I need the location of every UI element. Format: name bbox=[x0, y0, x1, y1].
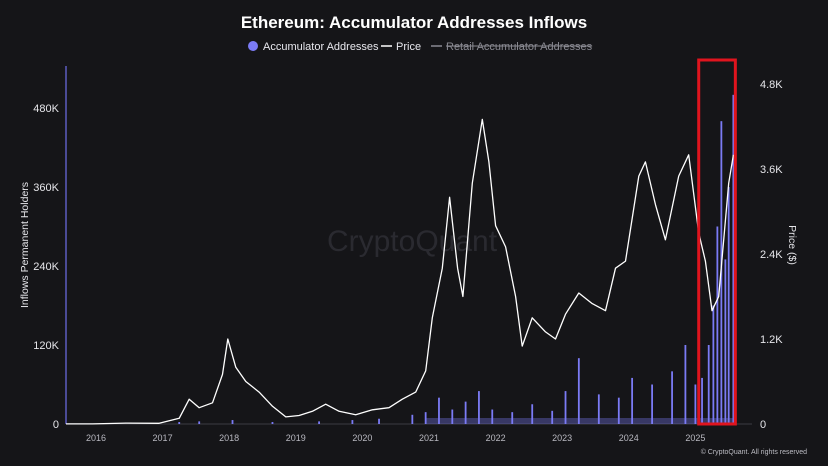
x-tick-label: 2025 bbox=[685, 433, 705, 443]
y-left-tick-label: 480K bbox=[33, 103, 59, 115]
x-tick-label: 2023 bbox=[552, 433, 572, 443]
accumulator-bar bbox=[464, 401, 467, 424]
legend-item[interactable]: Accumulator Addresses bbox=[248, 41, 379, 53]
accumulator-bars bbox=[178, 94, 736, 425]
accumulator-bar bbox=[378, 418, 380, 424]
accumulator-bar bbox=[671, 371, 673, 424]
accumulator-bar bbox=[531, 404, 534, 424]
y-left-tick-label: 120K bbox=[33, 340, 59, 352]
legend-item[interactable]: Price bbox=[381, 41, 421, 53]
y-left-axis-title: Inflows Permanent Holders bbox=[19, 182, 31, 308]
accumulator-bar bbox=[694, 384, 697, 424]
y-left-tick-label: 360K bbox=[33, 182, 59, 194]
legend-item[interactable]: Retail Accumulator Addresses bbox=[431, 41, 593, 53]
x-tick-label: 2020 bbox=[352, 433, 372, 443]
y-right-tick-label: 1.2K bbox=[760, 334, 783, 346]
bar-baseline-fill bbox=[425, 418, 736, 424]
accumulator-bar bbox=[318, 421, 320, 424]
accumulator-bar bbox=[511, 412, 514, 424]
accumulator-bar bbox=[478, 391, 480, 424]
accumulator-bar bbox=[712, 305, 715, 424]
accumulator-bar bbox=[724, 259, 727, 424]
accumulator-bar bbox=[651, 384, 653, 424]
accumulator-bar bbox=[178, 422, 181, 424]
accumulator-bar bbox=[617, 397, 620, 424]
accumulator-bar bbox=[451, 409, 454, 424]
x-tick-label: 2024 bbox=[619, 433, 639, 443]
accumulator-bar bbox=[411, 414, 414, 424]
chart-title: Ethereum: Accumulator Addresses Inflows bbox=[241, 13, 587, 32]
legend-label: Price bbox=[396, 41, 421, 53]
accumulator-bar bbox=[271, 422, 274, 424]
price-line bbox=[66, 118, 735, 425]
x-tick-label: 2018 bbox=[219, 433, 239, 443]
accumulator-bar bbox=[597, 394, 600, 424]
x-tick-label: 2019 bbox=[286, 433, 306, 443]
price-series bbox=[66, 118, 735, 425]
watermark: CryptoQuant bbox=[327, 225, 498, 258]
x-ticks: 2016 2017 2018 2019 2020 2021 2022 2023 2024 2025 bbox=[86, 433, 705, 443]
accumulator-bar bbox=[231, 420, 234, 424]
accumulator-bar bbox=[684, 345, 687, 424]
y-right-tick-label: 0 bbox=[760, 419, 766, 431]
accumulator-bar bbox=[351, 420, 354, 424]
x-tick-label: 2021 bbox=[419, 433, 439, 443]
y-right-axis-title: Price ($) bbox=[786, 225, 798, 265]
y-right-tick-label: 2.4K bbox=[760, 249, 783, 261]
x-tick-label: 2022 bbox=[486, 433, 506, 443]
x-tick-label: 2017 bbox=[153, 433, 173, 443]
accumulator-bar bbox=[491, 409, 494, 424]
legend-label: Accumulator Addresses bbox=[263, 41, 379, 53]
accumulator-bar bbox=[577, 358, 580, 424]
y-right-ticks: 0 1.2K 2.4K 3.6K 4.8K bbox=[760, 79, 783, 431]
chart-legend[interactable]: Accumulator Addresses Price Retail Accumul… bbox=[248, 41, 593, 53]
accumulator-bar bbox=[438, 397, 440, 424]
accumulator-bar bbox=[631, 377, 634, 424]
accumulator-bar bbox=[707, 345, 710, 424]
copyright-text: © CryptoQuant. All rights reserved bbox=[701, 448, 807, 456]
annotations bbox=[697, 58, 737, 426]
accumulator-bar bbox=[727, 187, 730, 424]
y-right-tick-label: 3.6K bbox=[760, 164, 783, 176]
accumulator-bar bbox=[551, 410, 554, 424]
y-left-tick-label: 0 bbox=[53, 419, 59, 431]
y-left-ticks: 0 120K 240K 360K 480K bbox=[33, 66, 752, 431]
y-right-tick-label: 4.8K bbox=[760, 79, 783, 91]
accumulator-bar bbox=[198, 421, 201, 424]
legend-label: Retail Accumulator Addresses bbox=[446, 41, 593, 53]
y-left-tick-label: 240K bbox=[33, 261, 59, 273]
x-tick-label: 2016 bbox=[86, 433, 106, 443]
accumulator-bar bbox=[716, 226, 719, 424]
accumulator-bar bbox=[732, 94, 735, 424]
accumulator-bar bbox=[564, 391, 567, 424]
highlight-box bbox=[697, 58, 737, 426]
accumulator-bar bbox=[424, 412, 427, 424]
legend-swatch-dot bbox=[248, 41, 258, 51]
accumulator-bar bbox=[701, 377, 703, 424]
